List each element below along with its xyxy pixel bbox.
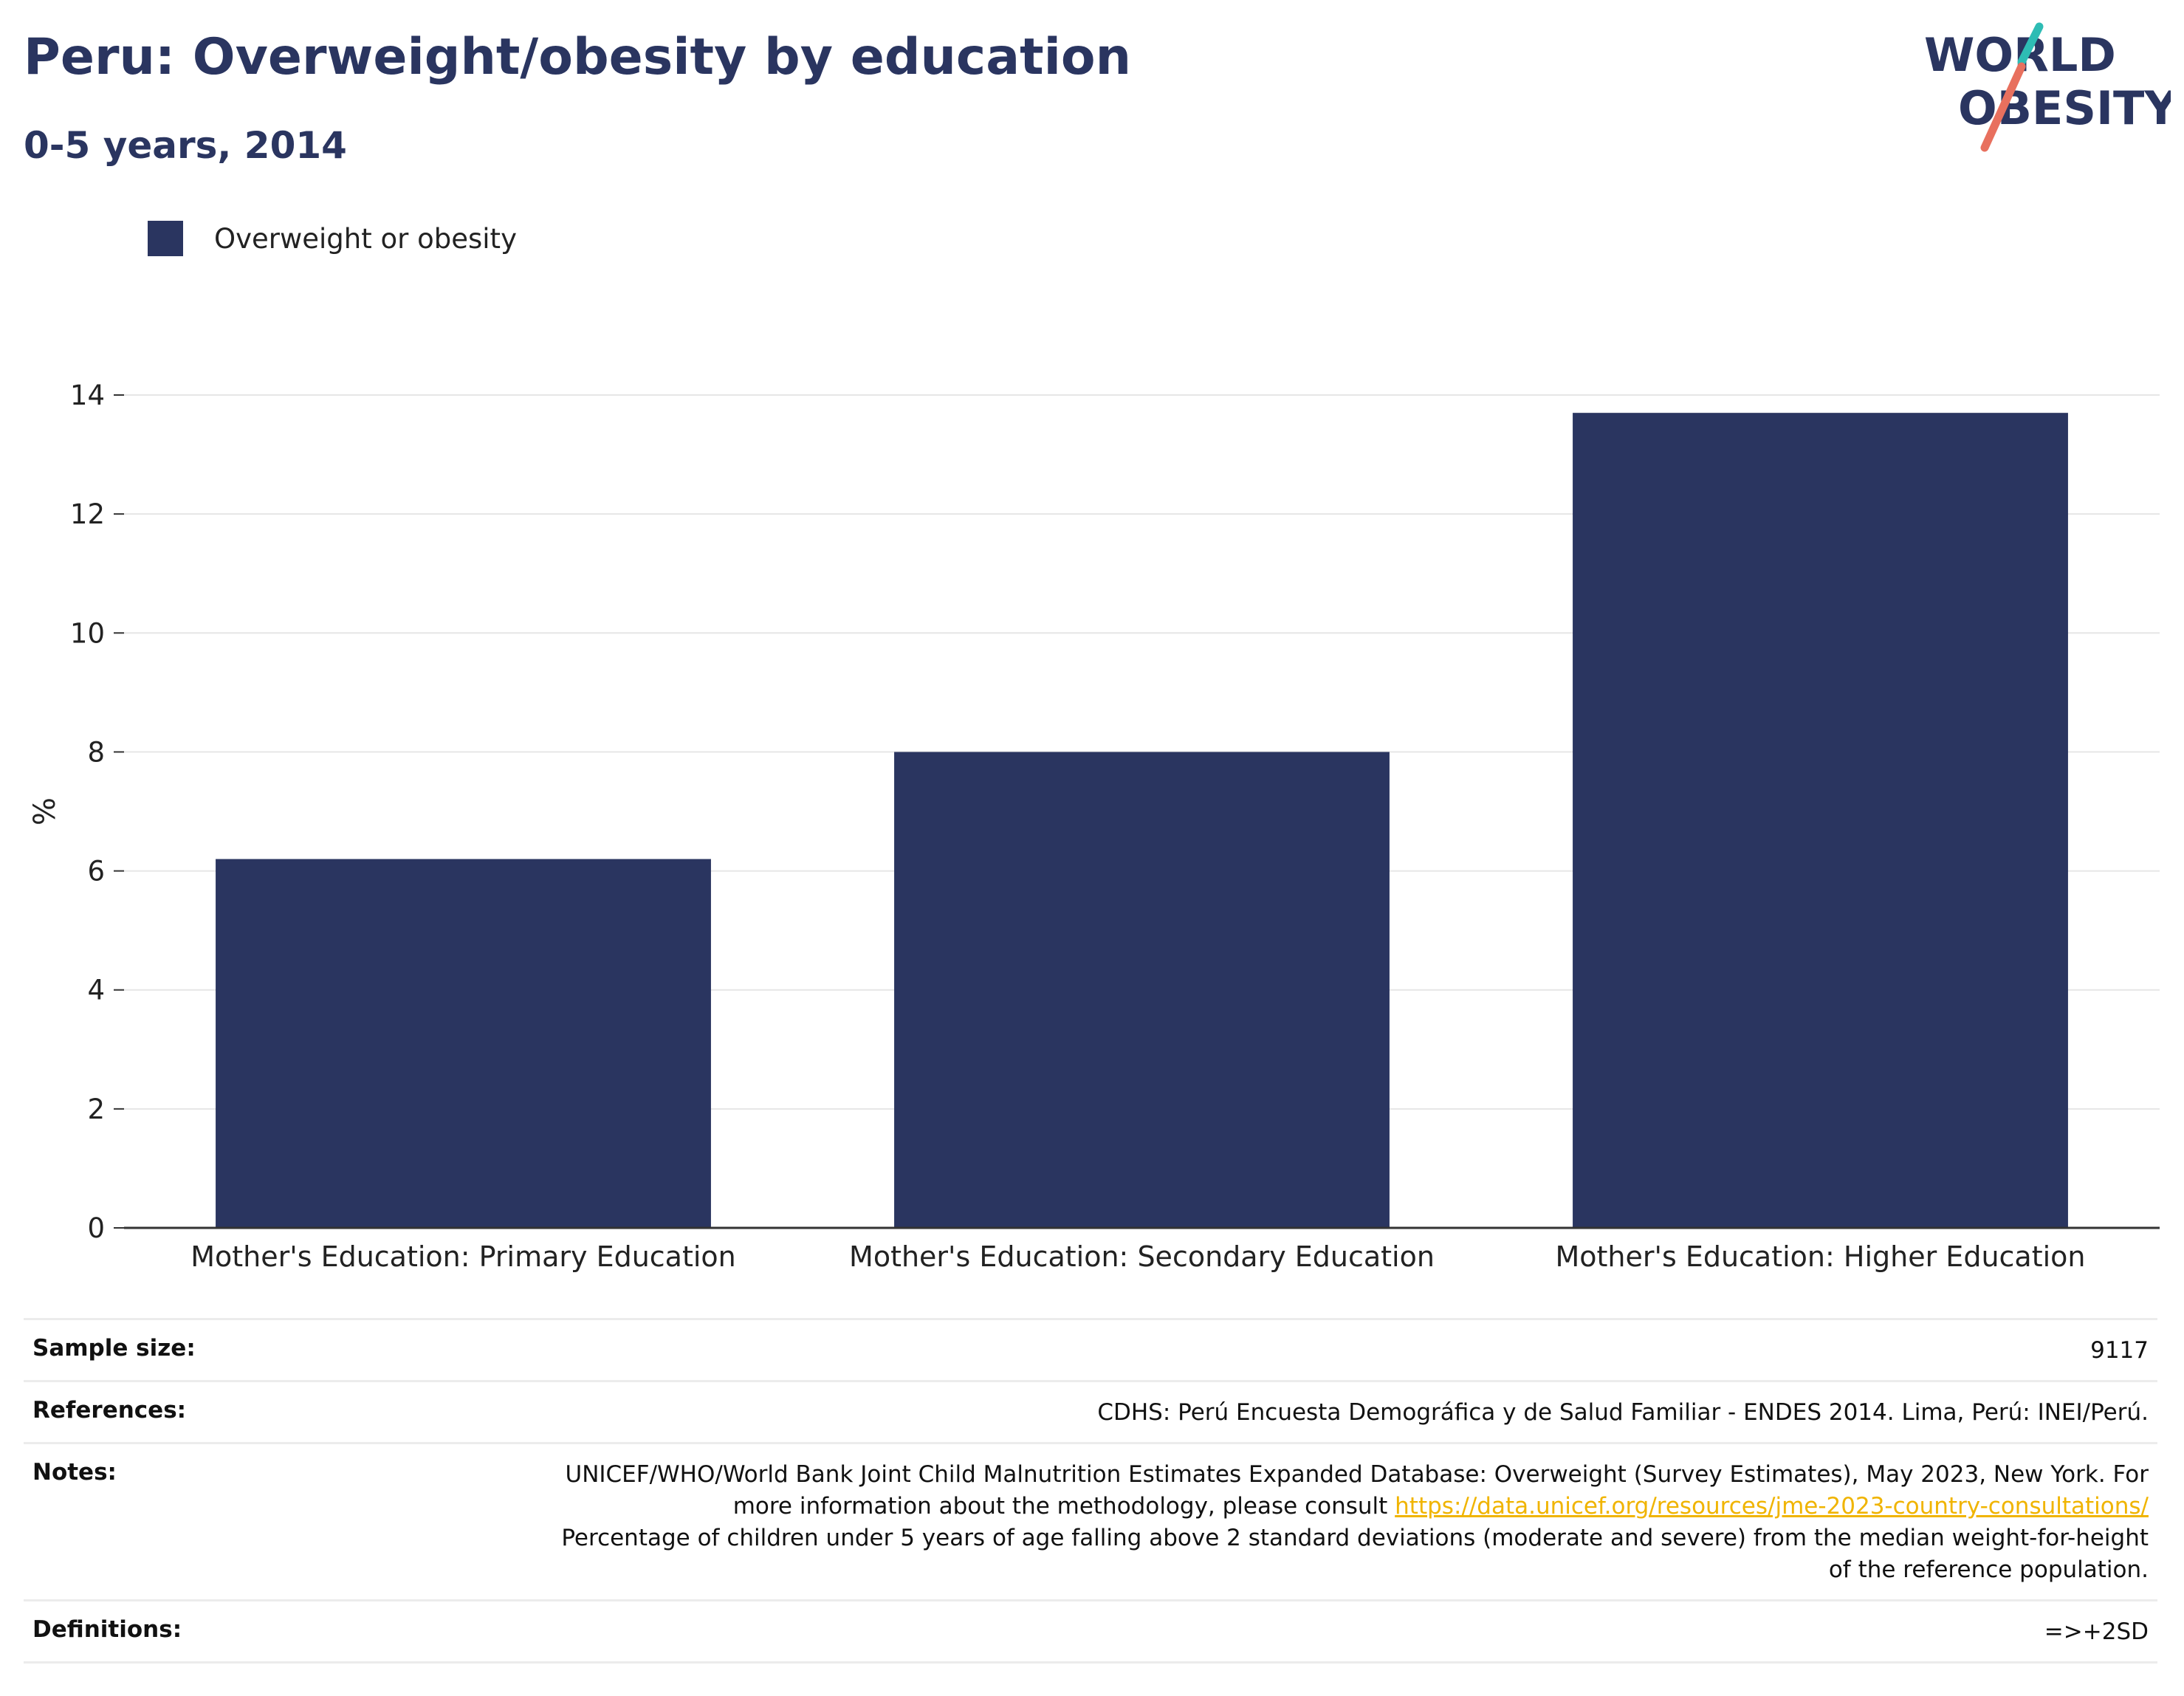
chart-title: Peru: Overweight/obesity by education [24,28,1132,86]
y-tick-label: 8 [87,736,105,768]
info-row-notes: Notes: UNICEF/WHO/World Bank Joint Child… [24,1442,2157,1599]
y-tick-label: 0 [87,1212,105,1244]
y-axis-label: % [28,797,62,825]
info-row-definitions: Definitions: =>+2SD [24,1599,2157,1664]
notes-text-intro: UNICEF/WHO/World Bank Joint Child Malnut… [565,1461,2149,1520]
references-label: References: [32,1397,187,1424]
notes-text-definition: Percentage of children under 5 years of … [561,1525,2149,1583]
bar [216,859,711,1228]
info-row-sample-size: Sample size: 9117 [24,1318,2157,1380]
x-tick-label: Mother's Education: Secondary Education [849,1240,1435,1273]
logo-slash-teal [2017,22,2044,66]
y-tick-label: 6 [87,856,105,888]
references-value: CDHS: Perú Encuesta Demográfica y de Sal… [1097,1399,2149,1426]
chart-legend: Overweight or obesity [148,220,517,257]
bar [1573,413,2068,1229]
definitions-value: =>+2SD [2044,1618,2149,1645]
y-tick-label: 12 [70,498,105,530]
info-row-references: References: CDHS: Perú Encuesta Demográf… [24,1380,2157,1442]
world-obesity-logo: WORLD OBESITY [1924,22,2171,152]
notes-label: Notes: [32,1459,117,1486]
bar [894,752,1390,1228]
y-tick-label: 10 [70,617,105,649]
x-tick-label: Mother's Education: Higher Education [1555,1240,2085,1273]
notes-link[interactable]: https://data.unicef.org/resources/jme-20… [1395,1493,2149,1520]
notes-value: UNICEF/WHO/World Bank Joint Child Malnut… [554,1459,2149,1586]
chart-subtitle: 0-5 years, 2014 [24,124,347,167]
logo-slash-coral [1980,62,2026,152]
legend-label: Overweight or obesity [214,222,517,255]
sample-size-value: 9117 [2090,1337,2149,1364]
legend-swatch [148,221,183,256]
bar-chart: 0 2 4 6 8 10 12 14% Mother's Education: Primary … [28,380,2160,1273]
info-table: Sample size: 9117 References: CDHS: Perú… [24,1318,2157,1664]
definitions-label: Definitions: [32,1616,182,1643]
y-tick-label: 2 [87,1094,105,1125]
y-tick-label: 14 [70,380,105,411]
sample-size-label: Sample size: [32,1335,196,1362]
y-tick-label: 4 [87,975,105,1006]
x-tick-label: Mother's Education: Primary Education [190,1240,736,1273]
